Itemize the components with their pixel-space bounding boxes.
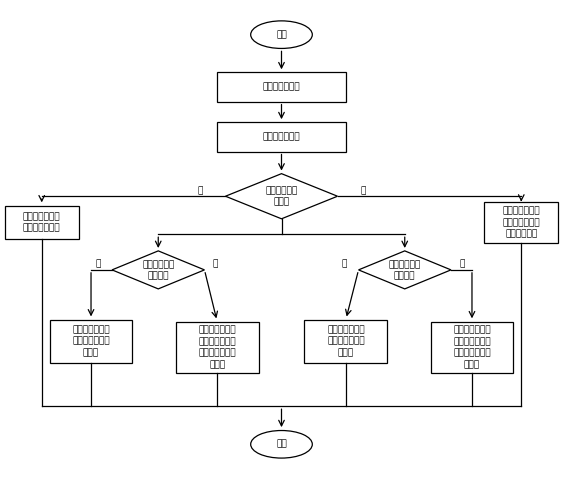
Text: 分窗口显示巴
巡视频: 分窗口显示巴 巡视频 <box>265 186 298 206</box>
Text: 否: 否 <box>198 186 203 195</box>
FancyBboxPatch shape <box>217 122 346 152</box>
Text: 开始预置位巡航: 开始预置位巡航 <box>263 132 300 141</box>
Text: 是: 是 <box>213 260 218 269</box>
Text: 按预置位存储
视频位是: 按预置位存储 视频位是 <box>388 260 421 280</box>
FancyBboxPatch shape <box>176 322 258 373</box>
Text: 为各预置位创建
独立的窗口显示
各预置位视频: 为各预置位创建 独立的窗口显示 各预置位视频 <box>502 206 540 239</box>
Text: 将完整的巡航视
频存储为一个视
频文件: 将完整的巡航视 频存储为一个视 频文件 <box>327 325 365 357</box>
Text: 否: 否 <box>342 260 347 269</box>
Text: 将完整的巡航视
频存储为一个视
频文件: 将完整的巡航视 频存储为一个视 频文件 <box>72 325 110 357</box>
Text: 是: 是 <box>459 260 465 269</box>
FancyBboxPatch shape <box>5 206 79 239</box>
FancyBboxPatch shape <box>305 320 387 362</box>
FancyBboxPatch shape <box>484 202 558 242</box>
Text: 设置云台预置位: 设置云台预置位 <box>263 82 300 91</box>
Text: 将巡航视频按预
置位存储为每个
预置位的独立视
频文件: 将巡航视频按预 置位存储为每个 预置位的独立视 频文件 <box>453 326 491 369</box>
Text: 结束: 结束 <box>276 440 287 449</box>
Text: 视预置位存储
视频位是: 视预置位存储 视频位是 <box>142 260 175 280</box>
Text: 在单一窗口显示
完整的巡航视频: 在单一窗口显示 完整的巡航视频 <box>23 212 61 233</box>
Text: 是: 是 <box>360 186 365 195</box>
FancyBboxPatch shape <box>217 72 346 102</box>
Polygon shape <box>112 251 204 289</box>
FancyBboxPatch shape <box>50 320 132 362</box>
Text: 将巡航视频按预
置位存储为每个
预置位的独立视
频文件: 将巡航视频按预 置位存储为每个 预置位的独立视 频文件 <box>198 326 236 369</box>
Polygon shape <box>359 251 451 289</box>
Text: 否: 否 <box>95 260 101 269</box>
Ellipse shape <box>251 21 312 48</box>
FancyBboxPatch shape <box>431 322 513 373</box>
Text: 开始: 开始 <box>276 30 287 39</box>
Polygon shape <box>225 174 338 219</box>
Ellipse shape <box>251 431 312 458</box>
